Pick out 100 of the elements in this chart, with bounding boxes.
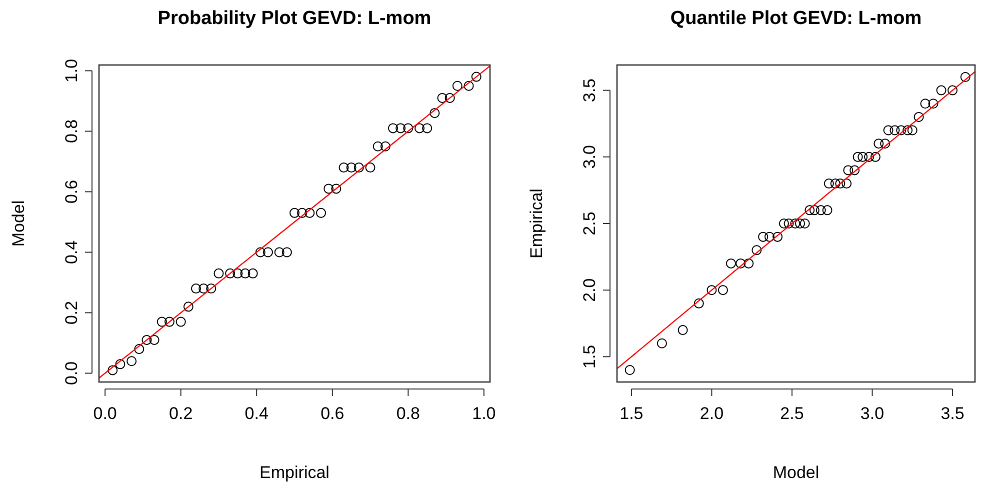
point [164,316,174,327]
point [372,141,383,152]
y-tick-label: 0.2 [62,300,81,325]
x-tick-label: 0.0 [93,404,117,423]
point [365,162,376,173]
point [744,258,754,268]
point [816,205,826,216]
point [176,316,186,327]
point [430,108,440,118]
point [880,138,890,149]
point [115,359,126,370]
y-tick-label: 0.4 [62,240,81,264]
point [824,178,834,189]
point [304,208,315,218]
point [346,162,356,173]
point [471,72,482,82]
y-tick-label: 0.8 [62,119,81,144]
point [108,365,118,376]
point [835,178,846,189]
y-tick-label: 1.5 [580,344,599,369]
point [290,208,300,218]
point [764,232,775,242]
point [843,165,854,176]
point [804,205,815,216]
x-tick-label: 1.0 [472,404,496,423]
point [752,245,762,256]
point [694,298,704,308]
point [772,232,783,242]
point [403,123,414,134]
x-tick-label: 0.2 [169,404,193,423]
point [914,112,924,122]
point [890,125,900,136]
point [936,85,946,96]
point [948,85,958,96]
point [240,268,250,278]
point [134,344,144,354]
point [907,125,918,136]
point [678,325,688,336]
point [331,184,342,194]
point [852,152,863,162]
x-tick-label: 3.5 [940,404,964,423]
x-tick-label: 0.8 [396,404,420,423]
point [864,152,874,162]
x-tick-label: 2.5 [780,404,804,423]
point [262,247,273,258]
point [142,334,152,345]
point [850,165,860,176]
y-tick-label: 2.5 [580,212,599,236]
point [870,152,880,162]
point [896,125,906,136]
x-tick-label: 0.4 [244,404,268,423]
point [800,218,810,228]
x-tick-label: 3.0 [860,404,884,423]
chart-title: Quantile Plot GEVD: L-mom [670,8,922,29]
point [784,218,794,228]
x-axis-title: Model [772,463,820,482]
point [736,258,746,268]
point [830,178,840,189]
x-tick-label: 1.5 [620,404,644,423]
point [198,284,209,294]
point [338,162,349,173]
point [790,218,800,228]
point [726,258,736,268]
point [274,247,284,258]
point [452,80,462,91]
point [126,356,137,366]
point [822,205,832,216]
point [883,125,894,136]
point [324,184,334,194]
point [248,268,258,278]
point [624,365,635,376]
point [809,205,820,216]
point [232,268,243,278]
point [858,152,868,162]
y-tick-label: 3.5 [580,78,599,102]
point [444,92,455,103]
y-tick-label: 1.0 [62,58,81,83]
point [437,92,448,103]
point [902,125,913,136]
y-axis-title: Model [9,200,28,247]
point [354,162,364,173]
point [842,178,852,189]
point [255,247,266,258]
point [282,247,292,258]
x-tick-label: 0.6 [320,404,344,423]
point [414,123,425,134]
x-axis-title: Empirical [260,463,330,482]
y-tick-label: 0.0 [62,361,81,386]
point [214,268,224,278]
point [422,123,432,134]
point [149,334,160,345]
point [928,98,938,109]
chart-title: Probability Plot GEVD: L-mom [158,8,432,29]
x-tick-label: 2.0 [700,404,724,423]
point [206,284,216,294]
point [706,285,717,296]
y-tick-label: 3.0 [580,145,599,169]
point [778,218,789,228]
point [316,208,326,218]
point [920,98,930,109]
